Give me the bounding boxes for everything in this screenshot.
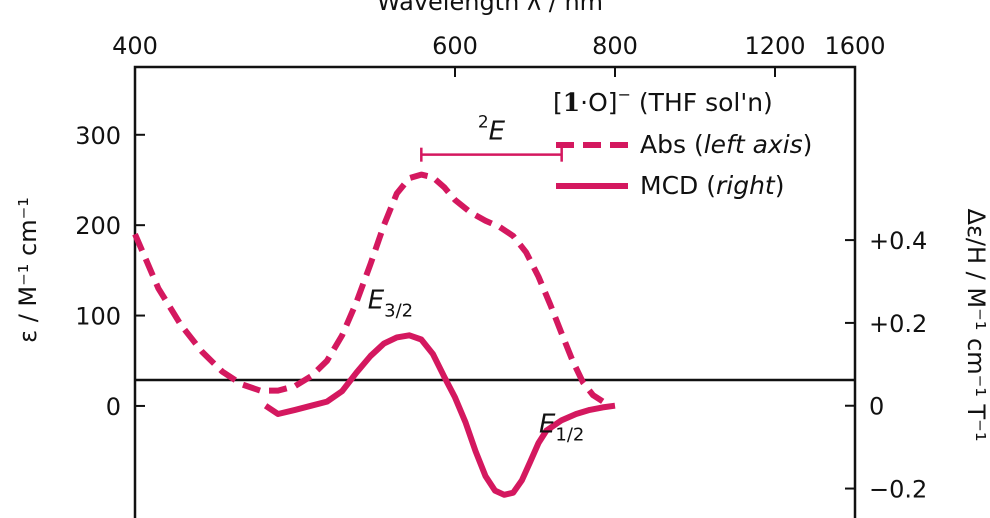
top-tick-label-2: 800 xyxy=(592,32,638,60)
annotation-2e-label: 2E xyxy=(478,113,506,147)
top-tick-label-4: 1600 xyxy=(824,32,885,60)
legend-title: [1·O]− (THF sol'n) xyxy=(553,85,773,117)
right-tick-label-2: +0.2 xyxy=(869,310,927,338)
annotation-e32-sub: 3/2 xyxy=(384,300,413,321)
right-axis-title: Δε/H / M⁻¹ cm⁻¹ T⁻¹ xyxy=(962,209,990,442)
annotation-e12-label: E1/2 xyxy=(539,410,584,446)
left-axis-title: ε / M⁻¹ cm⁻¹ xyxy=(14,197,42,343)
legend-title-charge: − xyxy=(618,85,631,104)
series-mcd-line xyxy=(263,332,616,498)
legend-mcd-label-prefix: MCD ( xyxy=(640,171,716,200)
annotation-2e-sup: 2 xyxy=(478,113,489,133)
top-tick-label-0: 400 xyxy=(112,32,158,60)
legend-title-bracket-close: ·O] xyxy=(580,88,617,117)
left-axis-ticks: 0 100 200 300 xyxy=(75,122,145,421)
plot-frame xyxy=(133,65,857,518)
legend-abs-label-prefix: Abs ( xyxy=(640,130,704,159)
legend-mcd-label-italic: right xyxy=(716,171,776,200)
left-tick-label-3: 300 xyxy=(75,122,121,150)
right-tick-label-1: 0 xyxy=(869,393,884,421)
legend-abs-label-italic: left axis xyxy=(704,130,803,159)
legend-abs-label: Abs (left axis) xyxy=(640,130,812,159)
legend: [1·O]− (THF sol'n) Abs (left axis) MCD (… xyxy=(553,85,812,200)
left-tick-label-1: 100 xyxy=(75,303,121,331)
series-layer xyxy=(132,171,616,498)
legend-title-compound-number: 1 xyxy=(563,88,580,117)
top-tick-label-1: 600 xyxy=(432,32,478,60)
annotation-e32-main: E xyxy=(368,285,385,315)
legend-mcd-label-suffix: ) xyxy=(775,171,785,200)
legend-title-solvent: (THF sol'n) xyxy=(631,88,773,117)
top-axis-ticks: 400 600 800 1200 1600 xyxy=(112,32,886,77)
top-tick-label-3: 1200 xyxy=(744,32,805,60)
annotation-2e-main: E xyxy=(489,117,506,147)
annotation-e32-label: E3/2 xyxy=(368,285,413,321)
legend-abs-label-suffix: ) xyxy=(803,130,813,159)
left-tick-label-2: 200 xyxy=(75,212,121,240)
top-axis-title: Wavelength λ / nm xyxy=(377,0,603,16)
annotation-2e: 2E xyxy=(420,113,563,162)
annotation-e12-sub: 1/2 xyxy=(555,425,584,446)
right-axis-ticks: −0.2 0 +0.2 +0.4 xyxy=(845,227,927,504)
left-tick-label-0: 0 xyxy=(106,393,121,421)
legend-mcd-label: MCD (right) xyxy=(640,171,785,200)
series-abs-line xyxy=(132,171,605,404)
right-tick-label-3: +0.4 xyxy=(869,227,927,255)
right-tick-label-0: −0.2 xyxy=(869,476,927,504)
annotation-e12-main: E xyxy=(539,410,556,440)
legend-title-bracket-open: [ xyxy=(553,88,563,117)
